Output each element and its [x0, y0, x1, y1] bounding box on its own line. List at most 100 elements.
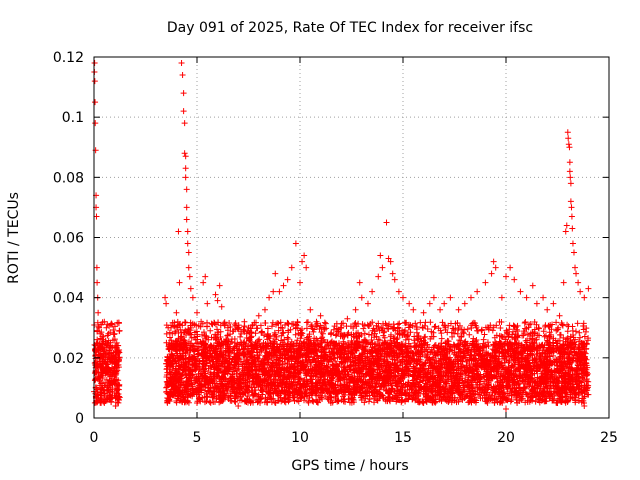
data-point: [564, 328, 571, 335]
data-point: [97, 353, 104, 360]
data-point: [98, 369, 105, 376]
data-point: [98, 386, 105, 393]
data-point: [438, 335, 445, 342]
data-point: [422, 333, 429, 340]
data-point: [281, 336, 288, 343]
data-point: [108, 377, 115, 384]
data-point: [115, 361, 122, 368]
data-point: [258, 387, 265, 394]
data-point: [385, 321, 392, 328]
data-point: [116, 327, 123, 334]
data-point: [395, 324, 402, 331]
data-point: [424, 326, 431, 333]
data-point: [92, 376, 99, 383]
data-point: [301, 397, 308, 404]
data-point: [535, 324, 542, 331]
data-point: [581, 333, 588, 340]
data-point: [115, 395, 122, 402]
data-point: [256, 348, 263, 355]
data-points: [91, 60, 592, 412]
data-point: [330, 326, 337, 333]
data-point: [102, 338, 109, 345]
data-point: [556, 331, 563, 338]
data-point: [396, 320, 403, 327]
data-point: [361, 330, 368, 337]
data-point: [103, 376, 110, 383]
data-point: [291, 397, 298, 404]
data-point: [421, 340, 428, 347]
data-point: [322, 392, 329, 399]
data-point: [94, 328, 101, 335]
data-point: [376, 327, 383, 334]
data-point: [574, 320, 581, 327]
data-point: [284, 334, 291, 341]
data-point: [382, 320, 389, 327]
data-point: [100, 366, 107, 373]
data-point: [559, 322, 566, 329]
data-point: [380, 329, 387, 336]
data-point: [98, 380, 105, 387]
data-point: [364, 321, 371, 328]
data-point: [114, 319, 121, 326]
data-point: [417, 319, 424, 326]
data-point: [379, 325, 386, 332]
data-point: [107, 358, 114, 365]
data-point: [113, 385, 120, 392]
data-point: [113, 390, 120, 397]
data-point: [109, 344, 116, 351]
data-point: [279, 325, 286, 332]
data-point: [104, 396, 111, 403]
data-point: [521, 319, 528, 326]
data-point: [105, 371, 112, 378]
data-point: [111, 363, 118, 370]
data-point: [271, 399, 278, 406]
data-point: [580, 322, 587, 329]
data-point: [114, 399, 121, 406]
data-point: [224, 332, 231, 339]
data-point: [342, 398, 349, 405]
data-point: [243, 335, 250, 342]
data-point: [112, 349, 119, 356]
data-point: [271, 329, 278, 336]
data-point: [527, 321, 534, 328]
data-point: [181, 319, 188, 326]
data-point: [374, 397, 381, 404]
data-point: [107, 321, 114, 328]
data-point: [97, 343, 104, 350]
data-point: [390, 335, 397, 342]
data-point: [96, 344, 103, 351]
data-point: [92, 345, 99, 352]
data-point: [421, 334, 428, 341]
data-point: [294, 337, 301, 344]
data-point: [559, 321, 566, 328]
data-point: [100, 360, 107, 367]
data-point: [476, 391, 483, 398]
data-point: [100, 350, 107, 357]
data-point: [177, 326, 184, 333]
data-point: [345, 329, 352, 336]
data-point: [115, 386, 122, 393]
data-point: [207, 327, 214, 334]
data-point: [108, 320, 115, 327]
data-point: [98, 389, 105, 396]
data-point: [294, 397, 301, 404]
data-point: [253, 319, 260, 326]
data-point: [94, 339, 101, 346]
data-point: [103, 365, 110, 372]
data-point: [177, 363, 184, 370]
data-point: [558, 319, 565, 326]
data-point: [94, 319, 101, 326]
data-point: [99, 372, 106, 379]
data-point: [94, 362, 101, 369]
data-point: [110, 326, 117, 333]
data-point: [360, 325, 367, 332]
data-point: [163, 330, 170, 337]
data-point: [309, 397, 316, 404]
data-point: [279, 339, 286, 346]
data-point: [466, 331, 473, 338]
data-point: [109, 381, 116, 388]
data-point: [106, 343, 113, 350]
data-point: [106, 349, 113, 356]
data-point: [333, 331, 340, 338]
data-point: [412, 320, 419, 327]
